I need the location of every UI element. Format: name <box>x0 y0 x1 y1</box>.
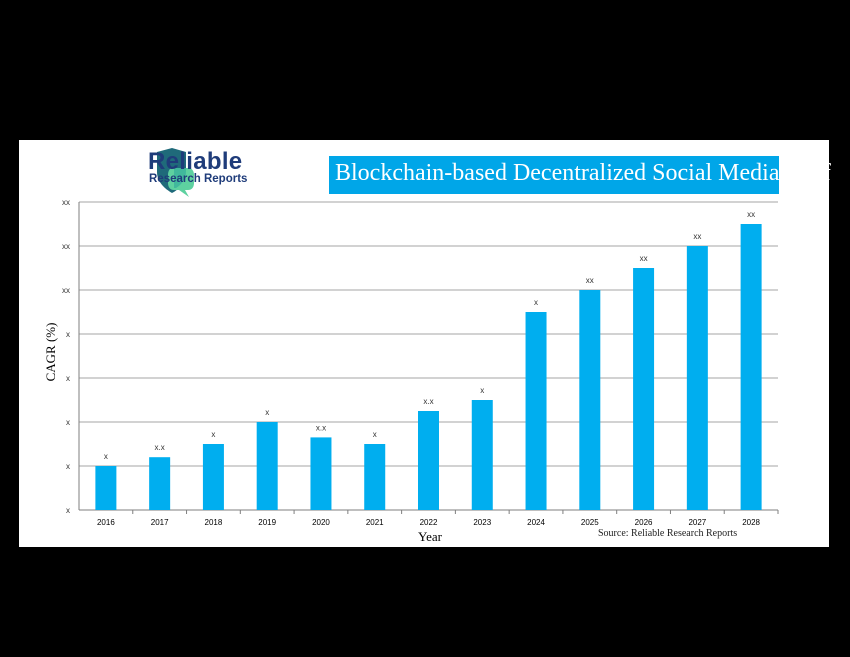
x-axis-label: Year <box>418 529 443 544</box>
reliable-logo-icon <box>157 148 194 197</box>
x-tick-label: 2028 <box>742 518 760 527</box>
x-tick-label: 2017 <box>151 518 169 527</box>
data-label: x.x <box>316 423 326 432</box>
bar-2016 <box>95 466 117 510</box>
y-tick-label: xx <box>62 242 70 251</box>
data-label: x <box>265 408 269 417</box>
title-banner <box>329 156 779 194</box>
data-label: xx <box>693 232 701 241</box>
bar-2025 <box>579 290 601 510</box>
bar-2021 <box>364 444 386 510</box>
x-tick-label: 2016 <box>97 518 115 527</box>
data-label: x <box>104 452 108 461</box>
data-label: x.x <box>155 443 165 452</box>
x-tick-label: 2021 <box>366 518 384 527</box>
bar-2027 <box>686 246 708 510</box>
x-tick-label: 2020 <box>312 518 330 527</box>
bar-2020 <box>310 437 332 510</box>
bar-2022 <box>418 411 439 510</box>
data-label: x <box>480 386 484 395</box>
y-tick-label: x <box>66 418 70 427</box>
data-label: x.x <box>423 397 433 406</box>
bar-2026 <box>633 268 655 510</box>
x-tick-label: 2027 <box>688 518 706 527</box>
y-tick-label: x <box>66 506 70 515</box>
data-label: xx <box>747 210 755 219</box>
x-tick-label: 2023 <box>473 518 491 527</box>
data-label: xx <box>586 276 594 285</box>
y-tick-label: xx <box>62 198 70 207</box>
bar-2023 <box>471 400 493 510</box>
y-tick-label: x <box>66 374 70 383</box>
y-tick-label: xx <box>62 286 70 295</box>
data-label: x <box>534 298 538 307</box>
data-label: xx <box>640 254 648 263</box>
brand-tagline: Research Reports <box>149 173 248 185</box>
data-label: x <box>373 430 377 439</box>
x-tick-label: 2018 <box>205 518 223 527</box>
x-tick-label: 2019 <box>258 518 276 527</box>
x-tick-label: 2025 <box>581 518 599 527</box>
source-note: Source: Reliable Research Reports <box>598 528 738 539</box>
bar-2024 <box>525 312 547 510</box>
x-tick-label: 2026 <box>635 518 653 527</box>
bar-2018 <box>202 444 224 510</box>
data-label: x <box>211 430 215 439</box>
bar-2017 <box>149 457 171 510</box>
x-tick-label: 2022 <box>420 518 438 527</box>
y-axis-label: CAGR (%) <box>43 323 58 382</box>
bar-2028 <box>740 224 762 510</box>
y-tick-label: x <box>66 330 70 339</box>
x-tick-label: 2024 <box>527 518 545 527</box>
bar-2019 <box>256 422 278 510</box>
brand-name: Reliable <box>148 148 243 175</box>
y-tick-label: x <box>66 462 70 471</box>
